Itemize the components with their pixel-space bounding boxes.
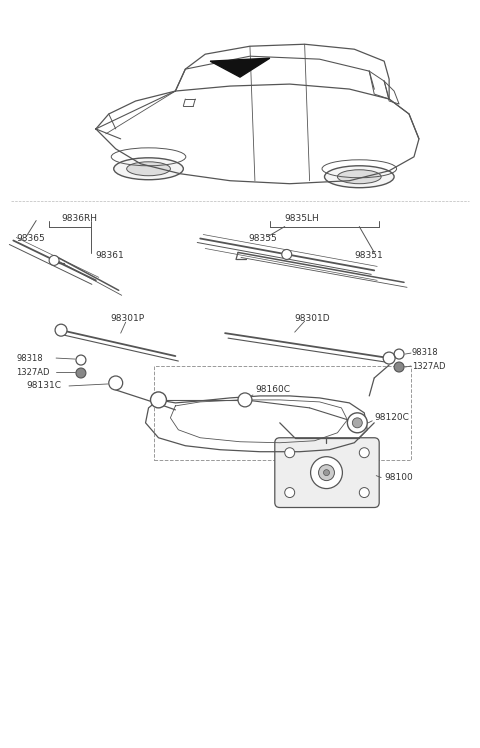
Polygon shape — [210, 58, 270, 77]
Text: 98301D: 98301D — [295, 313, 330, 322]
Circle shape — [109, 376, 123, 390]
Text: 98351: 98351 — [354, 251, 383, 260]
FancyBboxPatch shape — [275, 438, 379, 507]
Circle shape — [352, 418, 362, 428]
Text: 98120C: 98120C — [374, 414, 409, 423]
Text: 9835LH: 9835LH — [285, 214, 320, 223]
Circle shape — [319, 465, 335, 481]
Text: 98160C: 98160C — [255, 385, 290, 394]
Text: 98301P: 98301P — [111, 313, 145, 322]
Circle shape — [76, 368, 86, 378]
Circle shape — [394, 362, 404, 372]
Text: 98131C: 98131C — [26, 381, 61, 390]
Circle shape — [285, 448, 295, 458]
Circle shape — [285, 488, 295, 497]
Circle shape — [311, 457, 342, 488]
Text: 98355: 98355 — [248, 234, 276, 243]
Circle shape — [383, 352, 395, 364]
Text: 98365: 98365 — [16, 234, 45, 243]
Ellipse shape — [324, 166, 394, 188]
Ellipse shape — [337, 170, 381, 184]
Text: 98318: 98318 — [412, 348, 439, 357]
Ellipse shape — [127, 162, 170, 176]
Text: 98361: 98361 — [96, 251, 125, 260]
Text: 9836RH: 9836RH — [61, 214, 97, 223]
Circle shape — [348, 413, 367, 433]
Ellipse shape — [114, 158, 183, 180]
Text: 1327AD: 1327AD — [16, 367, 50, 376]
Circle shape — [360, 448, 369, 458]
Circle shape — [282, 250, 292, 260]
Circle shape — [49, 255, 59, 266]
Circle shape — [55, 324, 67, 336]
Circle shape — [324, 470, 329, 476]
Text: 98318: 98318 — [16, 354, 43, 363]
Text: 98100: 98100 — [384, 473, 413, 482]
Text: 1327AD: 1327AD — [412, 361, 445, 370]
Circle shape — [360, 488, 369, 497]
Circle shape — [238, 393, 252, 407]
Circle shape — [151, 392, 167, 408]
